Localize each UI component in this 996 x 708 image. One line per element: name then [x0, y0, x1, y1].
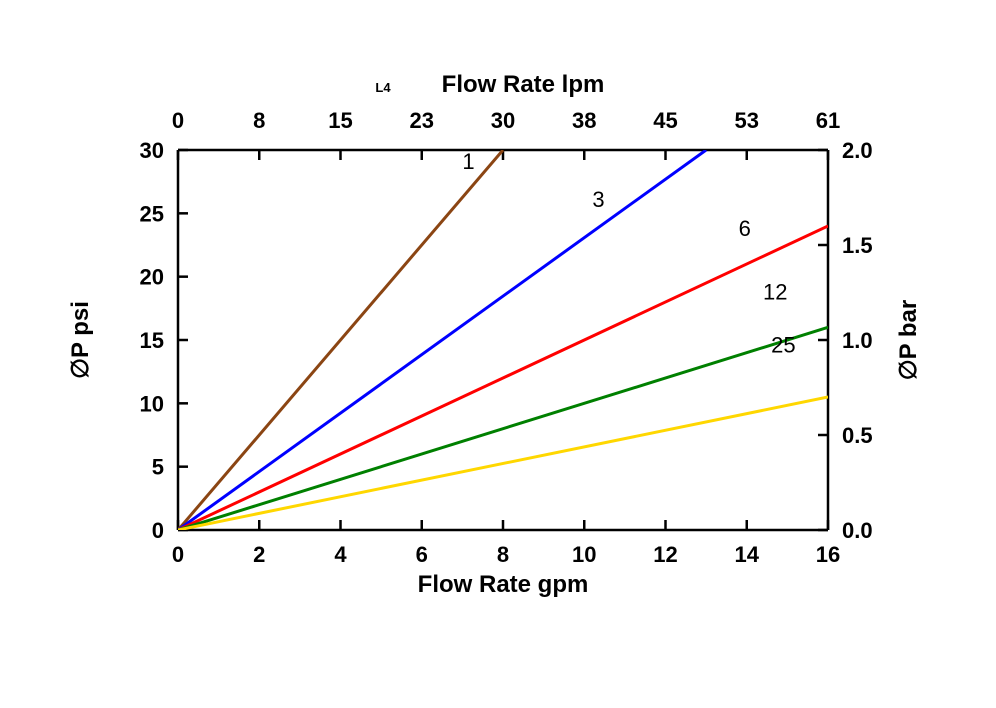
series-label: 25 [771, 333, 795, 358]
x-top-title: Flow Rate lpm [442, 71, 605, 98]
y-left-tick-label: 30 [140, 138, 164, 163]
series-label: 12 [763, 279, 787, 304]
x-top-tick-label: 53 [735, 108, 759, 133]
line-chart: 0246810121416Flow Rate gpm08152330384553… [0, 0, 996, 708]
x-bottom-tick-label: 14 [735, 542, 760, 567]
x-top-tick-label: 0 [172, 108, 184, 133]
series-label: 1 [462, 149, 474, 174]
x-bottom-tick-label: 16 [816, 542, 840, 567]
y-right-title: ∅P bar [895, 300, 922, 381]
y-left-tick-label: 0 [152, 518, 164, 543]
x-bottom-tick-label: 4 [334, 542, 347, 567]
y-right-tick-label: 2.0 [842, 138, 873, 163]
y-left-tick-label: 15 [140, 328, 164, 353]
chart-background [0, 0, 996, 708]
y-left-title: ∅P psi [67, 301, 94, 379]
x-top-prefix: L4 [375, 80, 391, 95]
y-left-tick-label: 20 [140, 265, 164, 290]
x-bottom-tick-label: 12 [653, 542, 677, 567]
y-right-tick-label: 1.0 [842, 328, 873, 353]
y-left-tick-label: 25 [140, 201, 164, 226]
series-label: 6 [739, 216, 751, 241]
x-top-tick-label: 15 [328, 108, 352, 133]
x-bottom-title: Flow Rate gpm [418, 571, 589, 598]
x-top-tick-label: 23 [410, 108, 434, 133]
chart-container: 0246810121416Flow Rate gpm08152330384553… [0, 0, 996, 708]
x-top-tick-label: 45 [653, 108, 677, 133]
x-bottom-tick-label: 8 [497, 542, 509, 567]
x-top-tick-label: 8 [253, 108, 265, 133]
x-top-tick-label: 38 [572, 108, 596, 133]
x-top-tick-label: 30 [491, 108, 515, 133]
y-left-tick-label: 10 [140, 391, 164, 416]
x-bottom-tick-label: 10 [572, 542, 596, 567]
series-label: 3 [592, 187, 604, 212]
x-bottom-tick-label: 2 [253, 542, 265, 567]
x-bottom-tick-label: 0 [172, 542, 184, 567]
y-right-tick-label: 0.5 [842, 423, 873, 448]
y-right-tick-label: 1.5 [842, 233, 873, 258]
x-top-tick-label: 61 [816, 108, 840, 133]
x-bottom-tick-label: 6 [416, 542, 428, 567]
y-left-tick-label: 5 [152, 455, 164, 480]
y-right-tick-label: 0.0 [842, 518, 873, 543]
